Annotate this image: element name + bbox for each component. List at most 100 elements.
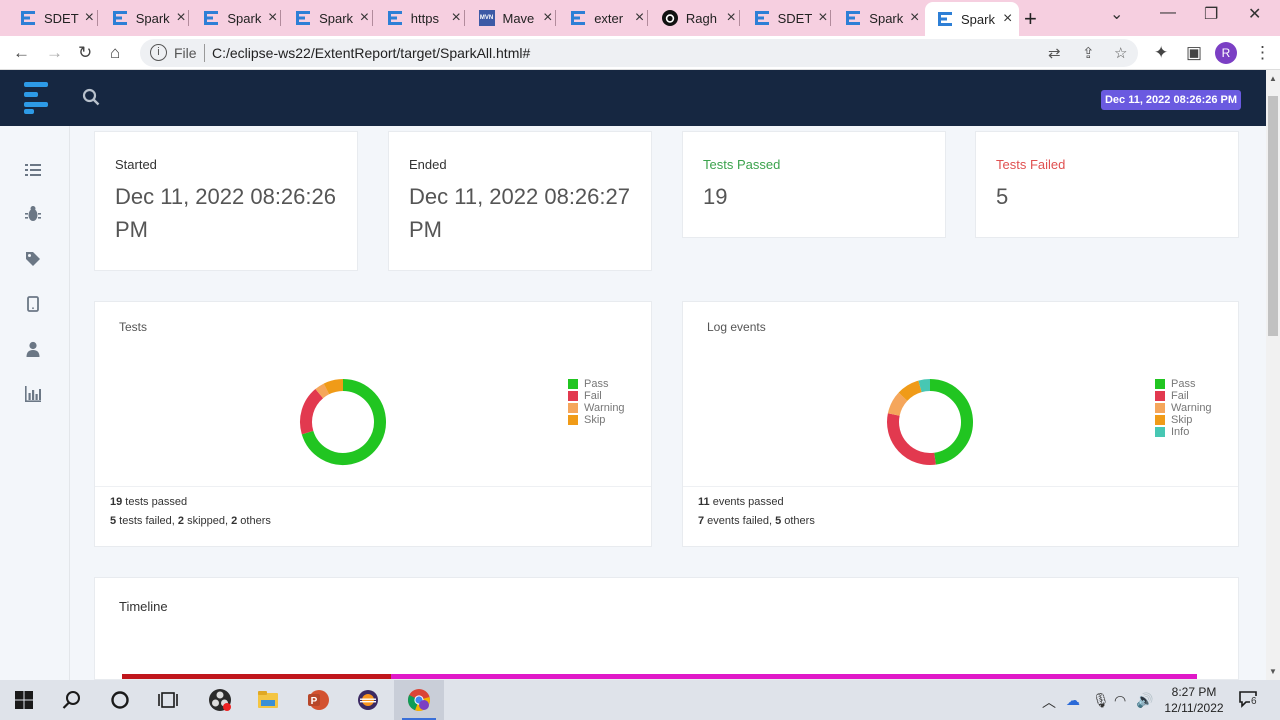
legend-item-info[interactable]: Info [1155,426,1212,438]
author-icon[interactable] [24,340,42,358]
slice-warning[interactable] [887,392,908,417]
volume-icon[interactable]: 🔊 [1136,692,1154,708]
url-text[interactable]: C:/eclipse-ws22/ExtentReport/target/Spar… [212,45,531,61]
obs-studio-icon[interactable] [208,688,232,712]
browser-tab-10[interactable]: Spark × [833,4,919,32]
browser-tab-4[interactable]: Spark × [283,4,369,32]
timeline-segment-1[interactable] [122,674,391,679]
microphone-icon[interactable]: 🎙 [1092,692,1110,708]
slice-fail[interactable] [300,389,324,435]
tab-close-icon[interactable]: × [1003,10,1013,27]
browser-tab-8[interactable]: Ragh × [650,4,736,32]
svg-text:P: P [311,696,318,707]
legend-label: Warning [584,402,625,414]
onedrive-icon[interactable]: ☁ [1066,692,1080,708]
bookmark-star-icon[interactable]: ☆ [1114,45,1128,62]
device-icon[interactable] [24,295,42,313]
legend-item-skip[interactable]: Skip [568,414,625,426]
minimize-icon[interactable]: — [1160,4,1176,21]
tab-close-icon[interactable]: × [726,9,736,26]
tab-close-icon[interactable]: × [176,9,186,26]
browser-tab-3[interactable]: Spark × [191,4,277,32]
notifications-icon[interactable]: 6 [1238,690,1258,708]
legend-item-fail[interactable]: Fail [568,390,625,402]
slice-skip[interactable] [898,380,923,402]
legend-item-warning[interactable]: Warning [568,402,625,414]
legend-item-warning[interactable]: Warning [1155,402,1212,414]
github-icon [661,10,678,26]
browser-tab-11[interactable]: Spark × [925,2,1019,36]
tab-close-icon[interactable]: × [909,9,920,26]
back-icon[interactable]: ← [13,43,30,62]
browser-tab-7[interactable]: exter × [558,4,644,32]
slice-warning[interactable] [315,383,330,399]
powerpoint-icon[interactable]: P [306,688,330,712]
share-icon[interactable]: ⇪ [1082,45,1095,62]
legend-item-pass[interactable]: Pass [1155,378,1212,390]
legend-label: Skip [1171,414,1193,426]
browser-tab-5[interactable]: https × [375,4,461,32]
legend-swatch [1155,427,1165,437]
system-clock[interactable]: 8:27 PM 12/11/2022 [1158,684,1230,716]
extent-logo-icon[interactable] [24,82,48,114]
tab-title: Spark [227,10,262,26]
bug-icon[interactable] [24,205,42,223]
scroll-up-icon[interactable]: ▲ [1269,74,1277,83]
tab-close-icon[interactable]: × [818,9,828,26]
side-panel-icon[interactable]: ▣ [1186,43,1203,62]
slice-pass[interactable] [929,379,973,465]
tab-close-icon[interactable]: × [359,9,370,26]
translate-icon[interactable]: ⇄ [1048,45,1061,62]
browser-tab-2[interactable]: Spark × [100,4,186,32]
chrome-icon[interactable] [407,688,431,712]
legend-item-pass[interactable]: Pass [568,378,625,390]
scroll-down-icon[interactable]: ▼ [1269,667,1277,676]
tab-close-icon[interactable]: × [543,9,553,26]
taskbar-search-icon[interactable] [60,688,84,712]
slice-fail[interactable] [887,413,936,465]
browser-tab-9[interactable]: SDET × [742,4,828,32]
tag-icon[interactable] [24,250,42,268]
test-list-icon[interactable] [24,161,42,179]
dashboard-chart-icon[interactable] [24,385,42,403]
profile-avatar[interactable]: R [1215,42,1237,64]
legend-item-skip[interactable]: Skip [1155,414,1212,426]
address-bar[interactable]: i File C:/eclipse-ws22/ExtentReport/targ… [140,39,1138,67]
slice-pass[interactable] [301,379,386,465]
browser-tab-6[interactable]: MVN Mave × [467,4,553,32]
tab-close-icon[interactable]: × [634,9,645,26]
reload-icon[interactable]: ↻ [78,43,93,62]
tab-search-icon[interactable]: ⌄ [1110,6,1124,23]
log-events-summary: 11 events passed 7 events failed, 5 othe… [683,486,1238,546]
site-info-icon[interactable]: i [150,44,167,61]
search-icon[interactable] [82,88,100,106]
extent-icon [387,11,402,25]
tab-close-icon[interactable]: × [451,9,461,26]
tab-close-icon[interactable]: × [84,9,94,26]
tab-title: Spark [135,10,170,26]
tab-close-icon[interactable]: × [268,9,278,26]
new-tab-button[interactable]: + [1024,6,1037,31]
chrome-taskbar-active[interactable] [394,680,444,720]
timeline-segment-2[interactable] [390,674,1197,679]
forward-icon[interactable]: → [46,43,63,62]
browser-tab-1[interactable]: SDET × [8,4,94,32]
wifi-icon[interactable]: ◠ [1114,692,1127,708]
task-view-icon[interactable] [156,688,180,712]
windows-start-icon[interactable] [12,688,36,712]
cortana-icon[interactable] [108,688,132,712]
slice-info[interactable] [918,379,931,393]
eclipse-icon[interactable] [356,688,380,712]
close-window-icon[interactable]: ✕ [1248,6,1262,23]
legend-item-fail[interactable]: Fail [1155,390,1212,402]
extensions-icon[interactable]: ✦ [1154,43,1169,62]
tests-failed-label: Tests Failed [996,157,1066,172]
home-icon[interactable]: ⌂ [110,43,121,62]
menu-icon[interactable]: ⋮ [1254,43,1271,62]
scroll-thumb[interactable] [1268,96,1278,336]
tray-chevron-icon[interactable]: ︿ [1042,694,1056,710]
slice-skip[interactable] [323,379,344,395]
restore-icon[interactable]: ❐ [1204,6,1219,23]
file-explorer-icon[interactable] [256,688,280,712]
page-scrollbar[interactable]: ▲ ▼ [1266,70,1280,680]
